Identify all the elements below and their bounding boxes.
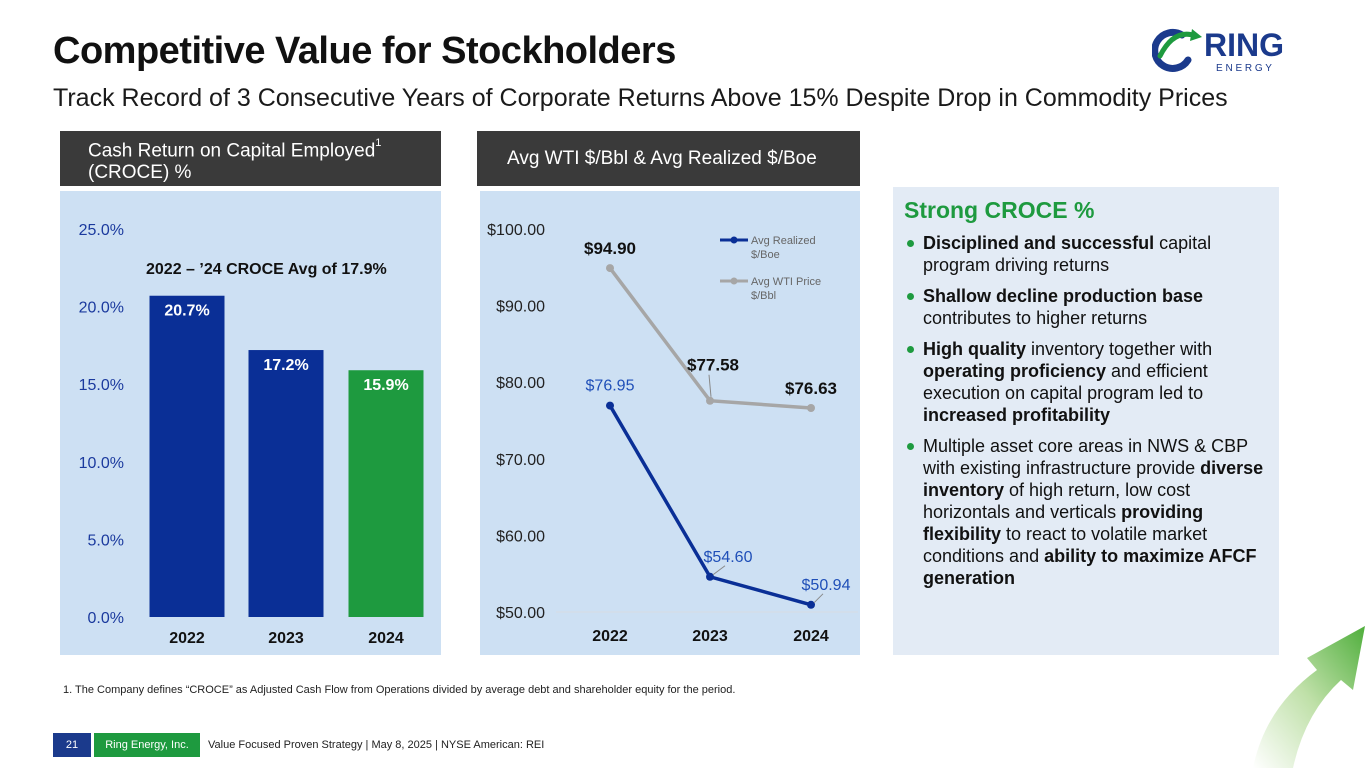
croce-chart-header: Cash Return on Capital Employed1 (CROCE)… bbox=[60, 131, 441, 186]
legend-wti-marker bbox=[730, 277, 738, 285]
x-tick-label: 2023 bbox=[692, 628, 728, 645]
realized-point bbox=[706, 572, 714, 581]
realized-label-leader bbox=[712, 565, 726, 576]
bullet-item: Multiple asset core areas in NWS & CBP w… bbox=[904, 435, 1269, 589]
bullet-item: Shallow decline production base contribu… bbox=[904, 285, 1269, 329]
bullet-text: to react to volatile market conditions a… bbox=[923, 524, 1208, 566]
bullet-text: of high return, low cost horizontals and… bbox=[923, 480, 1191, 522]
realized-point bbox=[807, 600, 815, 609]
bar-value-label: 20.7% bbox=[164, 303, 209, 320]
bullet-text: inventory together with bbox=[1026, 339, 1213, 359]
croce-header-line2: (CROCE) % bbox=[88, 162, 192, 184]
ring-energy-logo: RING E N E R G Y bbox=[1152, 27, 1284, 74]
x-tick-label: 2024 bbox=[368, 630, 404, 647]
y-tick-label: $90.00 bbox=[496, 299, 545, 316]
logo-wordmark: RING bbox=[1204, 27, 1284, 63]
croce-header-text: Cash Return on Capital Employed bbox=[88, 140, 376, 162]
page-number: 21 bbox=[53, 733, 91, 757]
realized-data-label: $76.95 bbox=[586, 378, 635, 395]
wti-point bbox=[807, 404, 815, 413]
page-title: Competitive Value for Stockholders bbox=[53, 30, 676, 72]
bullet-emphasis: ability to maximize AFCF generation bbox=[923, 546, 1257, 588]
y-tick-label: 25.0% bbox=[79, 222, 124, 239]
y-tick-label: $100.00 bbox=[487, 222, 545, 239]
realized-point bbox=[606, 401, 614, 410]
wti-point bbox=[706, 396, 714, 405]
wti-point bbox=[606, 264, 614, 273]
wti-label-leader bbox=[708, 374, 712, 397]
croce-header-footnote-mark: 1 bbox=[375, 137, 382, 149]
strong-croce-panel: Strong CROCE % Disciplined and successfu… bbox=[893, 187, 1279, 655]
y-tick-label: $50.00 bbox=[496, 605, 545, 622]
x-tick-label: 2023 bbox=[268, 630, 304, 647]
x-tick-label: 2022 bbox=[592, 628, 628, 645]
bullet-emphasis: High quality bbox=[923, 339, 1026, 359]
bullet-emphasis: providing flexibility bbox=[923, 502, 1204, 544]
chart-annotation: 2022 – ’24 CROCE Avg of 17.9% bbox=[146, 261, 387, 278]
company-name: Ring Energy, Inc. bbox=[94, 733, 200, 757]
bullet-emphasis: diverse inventory bbox=[923, 458, 1264, 500]
bullet-emphasis: operating proficiency bbox=[923, 361, 1107, 381]
realized-data-label: $54.60 bbox=[704, 549, 753, 566]
logo-subtext: E N E R G Y bbox=[1216, 63, 1272, 74]
x-tick-label: 2024 bbox=[793, 628, 829, 645]
slide-footer: 21 Ring Energy, Inc. Value Focused Prove… bbox=[53, 733, 544, 757]
bullet-text: capital program driving returns bbox=[923, 233, 1212, 275]
bullet-emphasis: Disciplined and successful bbox=[923, 233, 1155, 253]
bar-value-label: 15.9% bbox=[363, 377, 408, 394]
y-tick-label: 5.0% bbox=[88, 532, 124, 549]
y-tick-label: $70.00 bbox=[496, 452, 545, 469]
croce-bar-chart: 0.0% 5.0% 10.0% 15.0% 20.0% 25.0% 2022 – ’24 C… bbox=[79, 222, 424, 647]
x-tick-label: 2022 bbox=[169, 630, 205, 647]
price-chart-header: Avg WTI $/Bbl & Avg Realized $/Boe bbox=[477, 131, 860, 186]
bullet-item: High quality inventory together with ope… bbox=[904, 338, 1269, 426]
bullet-text: Multiple asset core areas in NWS & CBP w… bbox=[923, 436, 1248, 478]
realized-label-leader bbox=[813, 593, 824, 604]
bar-2023 bbox=[248, 350, 324, 617]
y-tick-label: 20.0% bbox=[79, 300, 124, 317]
ring-logo-icon bbox=[1152, 28, 1202, 72]
y-tick-label: 0.0% bbox=[88, 610, 124, 627]
price-chart-panel: $50.00 $60.00 $70.00 $80.00 $90.00 $100.00 202… bbox=[480, 191, 860, 655]
price-line-chart: $50.00 $60.00 $70.00 $80.00 $90.00 $100.00 202… bbox=[487, 222, 858, 645]
growth-arrow-graphic bbox=[1253, 626, 1365, 768]
bar-value-label: 17.2% bbox=[263, 357, 308, 374]
croce-chart-panel: 0.0% 5.0% 10.0% 15.0% 20.0% 25.0% 2022 – ’24 C… bbox=[60, 191, 441, 655]
y-tick-label: $60.00 bbox=[496, 528, 545, 545]
page-subtitle: Track Record of 3 Consecutive Years of C… bbox=[53, 84, 1228, 112]
footnote: 1. The Company defines “CROCE” as Adjust… bbox=[63, 684, 736, 696]
bullet-emphasis: increased profitability bbox=[923, 405, 1111, 425]
y-tick-label: $80.00 bbox=[496, 375, 545, 392]
wti-data-label: $94.90 bbox=[584, 239, 636, 258]
bullet-text: contributes to higher returns bbox=[923, 308, 1148, 328]
legend-realized-marker bbox=[730, 236, 738, 244]
strong-croce-title: Strong CROCE % bbox=[904, 197, 1095, 223]
wti-data-label: $76.63 bbox=[785, 379, 837, 398]
bar-2024 bbox=[348, 370, 424, 617]
bullet-text: and efficient execution on capital progr… bbox=[923, 361, 1208, 403]
y-tick-label: 10.0% bbox=[79, 455, 124, 472]
legend-realized-label: Avg Realized $/Boe bbox=[751, 235, 816, 261]
bullet-item: Disciplined and successful capital progr… bbox=[904, 232, 1269, 276]
footer-text: Value Focused Proven Strategy | May 8, 2… bbox=[208, 739, 545, 751]
bullet-emphasis: Shallow decline production base bbox=[923, 286, 1204, 306]
bar-2022 bbox=[149, 295, 225, 617]
wti-data-label: $77.58 bbox=[687, 356, 739, 375]
y-tick-label: 15.0% bbox=[79, 377, 124, 394]
legend-wti-label: Avg WTI Price $/Bbl bbox=[751, 276, 821, 302]
realized-data-label: $50.94 bbox=[802, 577, 851, 594]
strong-croce-bullets: Disciplined and successful capital progr… bbox=[904, 232, 1269, 589]
